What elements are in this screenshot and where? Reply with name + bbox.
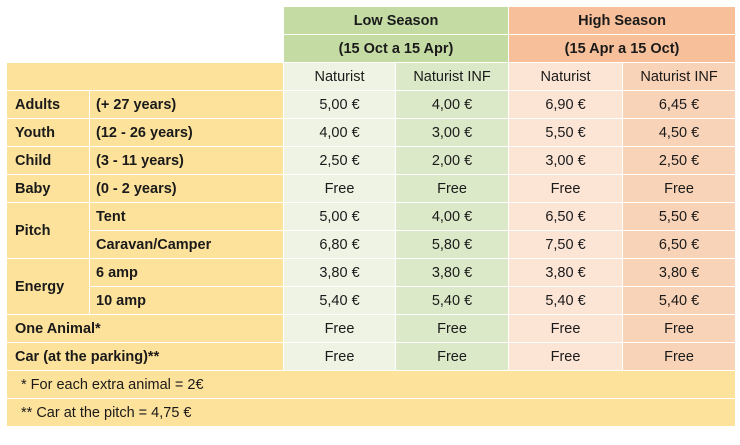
col-high-naturist: Naturist [508, 62, 624, 91]
price-cell: Free [622, 174, 737, 203]
row-label: Baby [6, 174, 90, 203]
row-range: (3 - 11 years) [89, 146, 284, 175]
note-row-car: ** Car at the pitch = 4,75 € [5, 398, 737, 427]
high-season-dates: (15 Apr a 15 Oct) [508, 34, 737, 63]
row-sublabel: Tent [89, 202, 284, 231]
price-cell: Free [508, 342, 624, 371]
price-cell: Free [394, 174, 510, 203]
price-cell: 5,80 € [394, 230, 510, 259]
table-row-animal: One Animal* Free Free Free Free [6, 314, 737, 343]
row-label: Adults [6, 90, 90, 119]
price-cell: Free [394, 342, 510, 371]
blank-corner-2 [6, 34, 284, 63]
price-cell: 3,80 € [394, 258, 510, 287]
price-cell: 5,00 € [283, 90, 396, 119]
col-low-naturist: Naturist [283, 62, 396, 91]
row-sublabel: 6 amp [89, 258, 284, 287]
price-cell: 5,40 € [622, 286, 737, 315]
table-row-energy-6amp: Energy 6 amp 3,80 € 3,80 € 3,80 € 3,80 € [6, 258, 737, 315]
price-cell: 3,00 € [508, 146, 624, 175]
price-cell: Free [622, 314, 737, 343]
col-low-naturist-inf: Naturist INF [394, 62, 510, 91]
row-sublabel: Caravan/Camper [89, 230, 284, 259]
low-season-dates: (15 Oct a 15 Apr) [282, 34, 510, 63]
row-sublabel: 10 amp [89, 286, 284, 315]
footnote-car-pitch: ** Car at the pitch = 4,75 € [5, 398, 737, 427]
season-dates-row: (15 Oct a 15 Apr) (15 Apr a 15 Oct) [6, 34, 737, 63]
table-row-pitch-tent: Pitch Tent 5,00 € 4,00 € 6,50 € 5,50 € [6, 202, 737, 259]
price-cell: 3,80 € [283, 258, 396, 287]
row-range: (0 - 2 years) [89, 174, 284, 203]
price-cell: 6,90 € [508, 90, 624, 119]
table-row-car: Car (at the parking)** Free Free Free Fr… [6, 342, 737, 371]
price-cell: 5,40 € [394, 286, 510, 315]
table-row-child: Child (3 - 11 years) 2,50 € 2,00 € 3,00 … [6, 146, 737, 175]
price-cell: 3,80 € [622, 258, 737, 287]
subheader-blank [6, 62, 284, 91]
row-label-pitch: Pitch [6, 202, 90, 259]
price-cell: 6,80 € [283, 230, 396, 259]
row-label: Child [6, 146, 90, 175]
price-cell: 5,00 € [283, 202, 396, 231]
price-cell: 4,50 € [622, 118, 737, 147]
price-cell: 6,50 € [622, 230, 737, 259]
price-cell: Free [622, 342, 737, 371]
row-range: (+ 27 years) [89, 90, 284, 119]
price-cell: 5,40 € [508, 286, 624, 315]
table-row-adults: Adults (+ 27 years) 5,00 € 4,00 € 6,90 €… [6, 90, 737, 119]
row-range: (12 - 26 years) [89, 118, 284, 147]
subheader-row: Naturist Naturist INF Naturist Naturist … [6, 62, 737, 91]
price-cell: 3,80 € [508, 258, 624, 287]
table-row-pitch-caravan: Caravan/Camper 6,80 € 5,80 € 7,50 € 6,50… [7, 230, 737, 259]
price-cell: 5,50 € [622, 202, 737, 231]
price-cell: 4,00 € [394, 90, 510, 119]
price-cell: 5,50 € [508, 118, 624, 147]
price-cell: 2,50 € [622, 146, 737, 175]
price-cell: 7,50 € [508, 230, 624, 259]
price-cell: 6,45 € [622, 90, 737, 119]
price-cell: Free [283, 342, 396, 371]
footnote-extra-animal: * For each extra animal = 2€ [5, 370, 737, 399]
price-cell: 3,00 € [394, 118, 510, 147]
table-row-youth: Youth (12 - 26 years) 4,00 € 3,00 € 5,50… [6, 118, 737, 147]
price-cell: Free [508, 174, 624, 203]
price-cell: 6,50 € [508, 202, 624, 231]
price-cell: Free [508, 314, 624, 343]
price-cell: Free [283, 314, 396, 343]
table-row-baby: Baby (0 - 2 years) Free Free Free Free [6, 174, 737, 203]
price-cell: 2,50 € [283, 146, 396, 175]
col-high-naturist-inf: Naturist INF [622, 62, 737, 91]
low-season-title: Low Season [282, 6, 510, 35]
blank-corner [6, 6, 284, 35]
price-table: Low Season High Season (15 Oct a 15 Apr)… [5, 6, 737, 427]
price-cell: 5,40 € [283, 286, 396, 315]
row-label-energy: Energy [6, 258, 90, 315]
season-title-row: Low Season High Season [6, 6, 737, 35]
price-cell: 4,00 € [283, 118, 396, 147]
row-label: One Animal* [6, 314, 284, 343]
price-cell: Free [394, 314, 510, 343]
price-cell: 2,00 € [394, 146, 510, 175]
note-row-animal: * For each extra animal = 2€ [5, 370, 737, 399]
price-cell: Free [283, 174, 396, 203]
high-season-title: High Season [508, 6, 737, 35]
price-cell: 4,00 € [394, 202, 510, 231]
table-row-energy-10amp: 10 amp 5,40 € 5,40 € 5,40 € 5,40 € [7, 286, 737, 315]
row-label: Youth [6, 118, 90, 147]
row-label: Car (at the parking)** [6, 342, 284, 371]
